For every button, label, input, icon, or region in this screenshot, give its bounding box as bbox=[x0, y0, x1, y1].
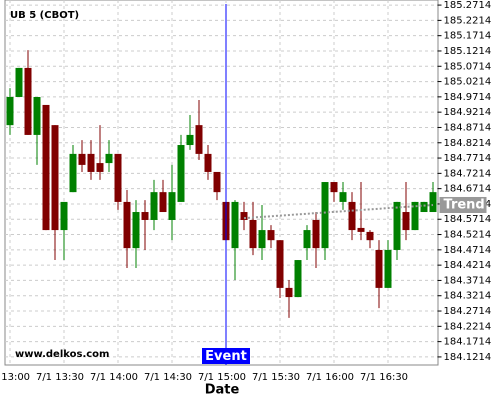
candle-body bbox=[249, 219, 257, 249]
watermark: www.delkos.com bbox=[15, 349, 109, 360]
candle-body bbox=[393, 201, 401, 250]
x-tick-label: 7/1 14:00 bbox=[90, 372, 138, 383]
candle-body bbox=[33, 96, 41, 135]
y-tick-label: 184.5714 bbox=[444, 214, 492, 225]
candle-body bbox=[213, 171, 221, 193]
candle-body bbox=[276, 240, 284, 288]
candle-body bbox=[321, 182, 329, 249]
candle-body bbox=[285, 287, 293, 298]
y-tick-label: 184.1214 bbox=[444, 352, 492, 363]
candle-body bbox=[312, 219, 320, 249]
candle-body bbox=[15, 67, 23, 97]
candle-body bbox=[69, 153, 77, 193]
y-tick-label: 185.1714 bbox=[444, 31, 492, 42]
candle-body bbox=[141, 212, 149, 220]
x-tick-label: 7/1 15:00 bbox=[198, 372, 246, 383]
plot-area bbox=[4, 0, 439, 366]
candle-body bbox=[123, 201, 131, 249]
y-tick-label: 184.4214 bbox=[444, 260, 492, 271]
y-tick-label: 184.7714 bbox=[444, 153, 492, 164]
y-tick-label: 184.2214 bbox=[444, 321, 492, 332]
candle-body bbox=[87, 153, 95, 172]
x-tick-label: 7/1 15:30 bbox=[252, 372, 300, 383]
trend-label: Trend bbox=[444, 197, 485, 212]
x-tick-label: 7/1 13:00 bbox=[0, 372, 30, 383]
candle-body bbox=[60, 201, 68, 231]
candle-body bbox=[105, 153, 113, 164]
y-tick-label: 184.9714 bbox=[444, 92, 492, 103]
candle-body bbox=[114, 153, 122, 202]
candle-body bbox=[150, 192, 158, 220]
candle-body bbox=[375, 249, 383, 288]
x-tick-label: 7/1 13:30 bbox=[36, 372, 84, 383]
candle-body bbox=[51, 125, 59, 231]
candle-body bbox=[267, 230, 275, 241]
y-tick-label: 184.8714 bbox=[444, 122, 492, 133]
candle-body bbox=[96, 163, 104, 172]
candle-body bbox=[366, 231, 374, 241]
x-tick-label: 7/1 16:30 bbox=[360, 372, 408, 383]
y-tick-label: 184.2714 bbox=[444, 306, 492, 317]
candle-body bbox=[204, 153, 212, 172]
candle-body bbox=[303, 230, 311, 249]
y-tick-label: 185.1214 bbox=[444, 46, 492, 57]
candle-body bbox=[132, 212, 140, 249]
candle-body bbox=[384, 249, 392, 288]
x-tick-label: 7/1 16:00 bbox=[306, 372, 354, 383]
candle-body bbox=[339, 192, 347, 202]
candle-body bbox=[348, 201, 356, 231]
x-tick-label: 7/1 14:30 bbox=[144, 372, 192, 383]
candle-body bbox=[24, 67, 32, 135]
y-tick-label: 184.5214 bbox=[444, 230, 492, 241]
trend-line bbox=[243, 203, 434, 220]
candle-body bbox=[42, 104, 50, 231]
candle-body bbox=[420, 201, 428, 213]
candle-body bbox=[240, 212, 248, 220]
candle-body bbox=[177, 145, 185, 202]
candle-body bbox=[411, 201, 419, 231]
y-tick-label: 184.3714 bbox=[444, 275, 492, 286]
x-axis-label: Date bbox=[205, 383, 240, 398]
candle-body bbox=[195, 125, 203, 154]
marks bbox=[6, 50, 437, 318]
y-tick-label: 185.0714 bbox=[444, 61, 492, 72]
candle-body bbox=[231, 201, 239, 249]
candle-body bbox=[330, 182, 338, 193]
y-tick-label: 184.1714 bbox=[444, 337, 492, 348]
y-tick-label: 185.2714 bbox=[444, 0, 492, 11]
candle-body bbox=[78, 153, 86, 165]
trend-label-box bbox=[439, 196, 487, 213]
chart-title: UB 5 (CBOT) bbox=[10, 10, 79, 21]
candle-body bbox=[294, 260, 302, 298]
candle-body bbox=[357, 227, 365, 232]
candle-body bbox=[6, 96, 14, 126]
y-tick-label: 184.3214 bbox=[444, 291, 492, 302]
y-tick-label: 184.8214 bbox=[444, 138, 492, 149]
candle-body bbox=[168, 192, 176, 220]
event-label-box bbox=[202, 348, 250, 364]
y-tick-label: 184.4714 bbox=[444, 245, 492, 256]
candle-body bbox=[402, 212, 410, 231]
candle-body bbox=[186, 134, 194, 146]
candle-body bbox=[159, 192, 167, 213]
y-tick-label: 185.2214 bbox=[444, 15, 492, 26]
y-tick-label: 185.0214 bbox=[444, 77, 492, 88]
y-tick-label: 184.7214 bbox=[444, 168, 492, 179]
candle-body bbox=[429, 192, 437, 213]
y-tick-label: 184.9214 bbox=[444, 107, 492, 118]
candle-body bbox=[258, 230, 266, 249]
event-label: Event bbox=[205, 349, 247, 364]
y-tick-label: 184.6714 bbox=[444, 184, 492, 195]
